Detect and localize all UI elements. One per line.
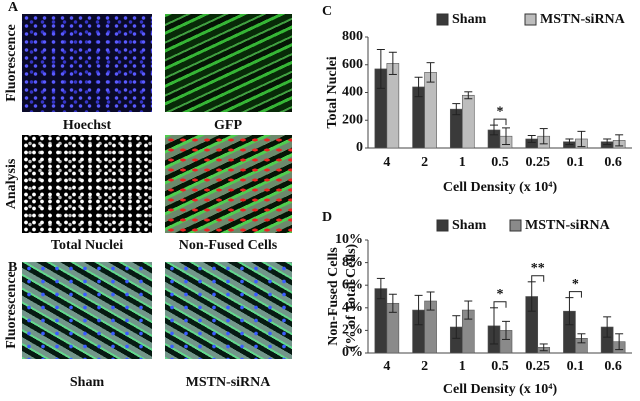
x-tick-label: 4 [383,359,390,374]
legend-label: Sham [452,218,487,233]
y-tick-label: 200 [342,112,363,127]
hoechst-image [22,14,152,112]
y-tick-label: 0 [356,140,363,155]
gfp-image [165,14,292,112]
annotation: * [497,104,504,119]
x-tick-label: 0.5 [491,155,509,170]
panel-label: C [322,4,332,19]
y-axis-label: (% of Total Cells) [344,243,359,349]
bar [424,72,437,149]
x-tick-label: 0.25 [525,155,550,170]
y-tick-label: 600 [342,57,363,72]
significance-bracket [493,118,507,126]
significance-bracket [568,291,582,298]
legend-label: MSTN-siRNA [540,12,626,27]
y-tick-label: 2% [342,323,363,338]
legend-swatch [509,219,522,232]
annotation: ** [531,261,545,276]
panel-label: D [322,210,332,225]
y-tick-label: 8% [342,255,363,270]
x-tick-label: 0.1 [567,359,585,374]
x-tick-label: 1 [459,155,466,170]
nuclei-image [22,135,152,233]
y-tick-label: 4% [342,300,363,315]
row-label: Fluorescence [4,24,19,102]
bar [461,94,475,149]
image-label: MSTN-siRNA [186,375,272,390]
x-tick-label: 4 [383,155,390,170]
x-tick-label: 1 [459,359,466,374]
mstn-image [165,262,292,359]
y-axis-label: Total Nuclei [325,56,340,128]
nonfused-image [165,135,292,233]
x-tick-label: 0.6 [604,359,622,374]
annotation: * [572,277,579,292]
y-tick-label: 800 [342,29,363,44]
x-axis-label: Cell Density (x 10⁴) [443,180,558,195]
y-tick-label: 6% [342,277,363,292]
legend-swatch [524,13,537,26]
x-tick-label: 0.25 [525,359,550,374]
x-tick-label: 2 [421,359,428,374]
x-tick-label: 0.1 [567,155,585,170]
y-tick-label: 0% [342,345,363,360]
x-tick-label: 0.6 [604,155,622,170]
row-label: Fluorescence [4,271,19,349]
x-tick-label: 2 [421,155,428,170]
legend-swatch [436,13,449,26]
image-label: Total Nuclei [51,238,123,253]
x-tick-label: 0.5 [491,359,509,374]
significance-bracket [493,301,507,308]
row-label: Analysis [4,158,19,209]
image-label: Non-Fused Cells [179,238,278,253]
image-label: Hoechst [63,118,112,133]
y-tick-label: 400 [342,85,363,100]
annotation: * [497,287,504,302]
image-label: GFP [214,118,242,133]
y-tick-label: 10% [335,232,363,247]
legend-swatch [436,219,449,232]
legend-label: Sham [452,12,487,27]
legend-label: MSTN-siRNA [525,218,611,233]
panel-label: A [8,0,19,15]
significance-bracket [531,275,545,282]
y-axis-label: Non-Fused Cells [326,247,341,346]
bar [386,63,400,149]
x-axis-label: Cell Density (x 10⁴) [443,382,558,397]
panel-label: B [8,260,17,275]
image-label: Sham [70,375,105,390]
sham-image [22,262,152,359]
